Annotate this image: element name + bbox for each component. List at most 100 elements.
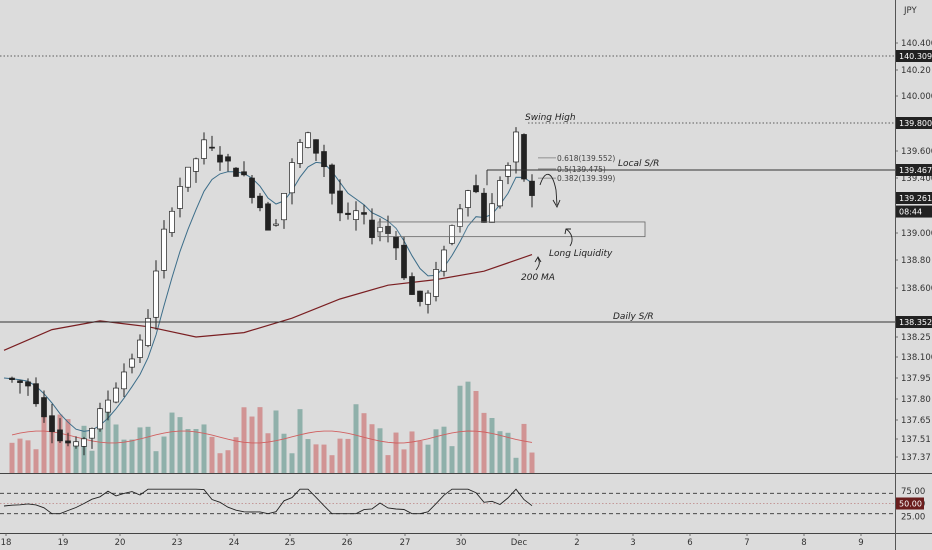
candle — [329, 163, 335, 205]
candle — [513, 127, 519, 174]
volume-bar — [377, 428, 383, 473]
volume-bar — [409, 431, 415, 473]
candle — [25, 378, 31, 396]
price-tag-label: 139.467 — [899, 166, 932, 175]
volume-bar — [177, 417, 183, 473]
swing-high-label: Swing High — [525, 113, 576, 123]
volume-bar — [209, 436, 215, 473]
candle — [465, 189, 471, 217]
candle — [49, 403, 55, 444]
volume-bar — [41, 407, 47, 473]
candle — [313, 139, 319, 161]
volume-bar — [489, 417, 495, 473]
projection-arrowhead — [552, 199, 561, 209]
candle — [481, 188, 487, 223]
candle — [353, 201, 359, 231]
volume-bar — [153, 451, 159, 473]
candle — [185, 166, 191, 192]
volume-bar — [305, 439, 311, 473]
volume-bar — [529, 452, 535, 473]
candle — [497, 176, 503, 209]
price-tag — [896, 164, 932, 176]
volume-bar — [97, 419, 103, 473]
candle — [225, 153, 231, 172]
price-tag — [896, 192, 932, 204]
volume-bar — [193, 429, 199, 473]
volume-bar — [113, 424, 119, 473]
price-tag — [896, 50, 932, 62]
price-tick-label: 137.95 — [901, 374, 931, 384]
volume-bar — [169, 412, 175, 473]
time-tick-label: 26 — [342, 538, 353, 548]
candle — [425, 290, 431, 314]
candle — [441, 245, 447, 277]
fib-label: 0.382(139.399) — [557, 174, 615, 183]
volume-bar — [137, 427, 143, 473]
volume-bar — [249, 416, 255, 473]
volume-bar — [465, 381, 471, 473]
time-tick-label: 25 — [285, 538, 296, 548]
candle — [241, 161, 247, 177]
volume-bar — [17, 438, 23, 473]
time-tick-label: 6 — [687, 538, 692, 548]
price-tick-label: 138.25 — [901, 333, 931, 343]
candle — [385, 215, 391, 243]
candle — [169, 207, 175, 237]
candle — [305, 131, 311, 149]
price-tag-label: 139.800 — [899, 119, 932, 128]
volume-bar — [265, 433, 271, 473]
price-tag — [896, 205, 932, 218]
volume-bar — [321, 444, 327, 473]
candle — [297, 139, 303, 169]
volume-bar — [385, 455, 391, 473]
price-tick-label: 139.000 — [901, 229, 932, 239]
volume-bar — [505, 432, 511, 473]
price-tick-label: 140.400 — [901, 39, 932, 49]
candle — [137, 334, 143, 364]
candle — [193, 157, 199, 183]
candle — [521, 133, 527, 182]
rsi-tick-label: 75.00 — [901, 487, 925, 497]
time-tick-label: 19 — [58, 538, 69, 548]
volume-bar — [217, 453, 223, 473]
volume-bar — [73, 442, 79, 473]
volume-bar — [513, 457, 519, 473]
candle — [257, 193, 263, 212]
volume-bar — [401, 449, 407, 473]
time-tick-label: 2 — [574, 538, 579, 548]
ma200-label: 200 MA — [521, 273, 555, 283]
volume-bar — [297, 409, 303, 473]
candle — [177, 177, 183, 218]
volume-bar — [225, 450, 231, 473]
volume-bar — [441, 426, 447, 473]
rsi-current-label: 50.00 — [899, 500, 922, 509]
candle — [9, 376, 15, 383]
volume-bar — [105, 405, 111, 473]
volume-bar — [89, 450, 95, 473]
candle — [449, 224, 455, 246]
volume-bar — [417, 441, 423, 473]
time-tick-label: 23 — [172, 538, 183, 548]
time-tick-label: 7 — [744, 538, 749, 548]
liquidity-arrow — [565, 228, 573, 247]
volume-bar — [369, 424, 375, 473]
fib-label: 0.5(139.475) — [557, 165, 606, 174]
candle — [249, 175, 255, 204]
candle — [345, 202, 351, 220]
candle — [209, 135, 215, 152]
candle — [489, 193, 495, 223]
volume-bar — [345, 438, 351, 473]
time-tick-label: Dec — [511, 538, 528, 548]
volume-bar — [289, 453, 295, 473]
projection-arrow — [539, 173, 558, 206]
volume-bar — [449, 446, 455, 473]
candle — [97, 402, 103, 432]
volume-bar — [361, 413, 367, 473]
candle — [41, 390, 47, 423]
candle — [529, 174, 535, 208]
candle — [281, 193, 287, 229]
rsi-current-tag — [896, 497, 924, 510]
liquidity-arrowhead — [564, 228, 571, 235]
candle — [33, 377, 39, 407]
